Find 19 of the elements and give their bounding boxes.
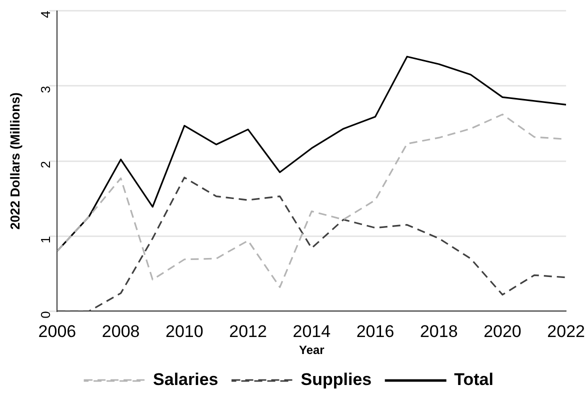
y-tick-label: 0: [38, 311, 53, 318]
x-tick-label: 2006: [38, 322, 76, 342]
legend-label: Supplies: [300, 370, 372, 390]
x-axis-title: Year: [298, 343, 325, 358]
legend-label: Salaries: [153, 370, 218, 390]
y-tick-label: 2: [38, 161, 53, 168]
y-tick-label: 3: [38, 86, 53, 94]
x-tick-label: 2022: [547, 322, 586, 342]
x-tick-label: 2018: [420, 322, 458, 342]
legend-label: Total: [454, 370, 494, 390]
y-tick-label: 1: [38, 236, 53, 244]
x-tick-label: 2014: [292, 322, 331, 342]
x-tick-label: 2016: [356, 322, 394, 342]
x-tick-label: 2012: [229, 322, 267, 342]
x-tick-label: 2020: [484, 322, 522, 342]
y-tick-label: 4: [38, 10, 53, 18]
x-tick-label: 2010: [166, 322, 204, 342]
y-axis-title: 2022 Dollars (Millions): [7, 92, 22, 230]
x-tick-label: 2008: [102, 322, 140, 342]
